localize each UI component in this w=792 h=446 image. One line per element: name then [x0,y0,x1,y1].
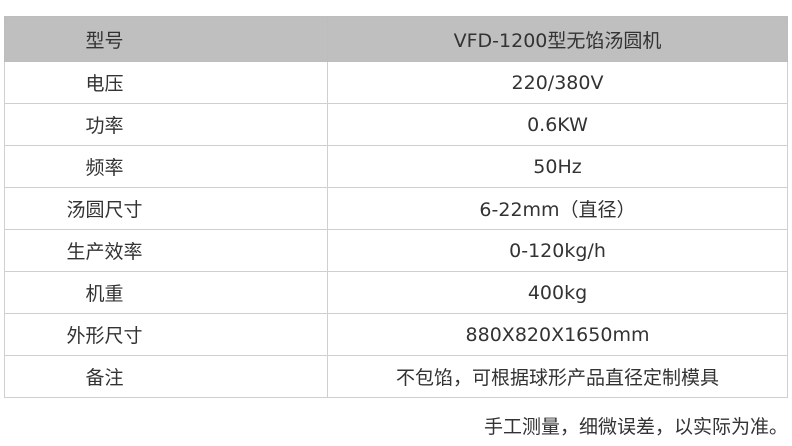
table-row: 汤圆尺寸 6-22mm（直径） [4,187,788,230]
spec-value: 0-120kg/h [327,229,788,272]
table-row: 频率 50Hz [4,145,788,188]
table-row: 备注 不包馅，可根据球形产品直径定制模具 [4,355,788,398]
spec-label: 频率 [4,145,328,188]
table-row: 生产效率 0-120kg/h [4,229,788,272]
spec-label: 型号 [4,16,328,62]
spec-value: 220/380V [327,61,788,104]
spec-table: 型号 VFD-1200型无馅汤圆机 电压 220/380V 功率 0.6KW 频率 50Hz 汤… [4,16,788,398]
spec-label: 机重 [4,271,328,314]
spec-label: 电压 [4,61,328,104]
spec-label: 汤圆尺寸 [4,187,328,230]
spec-value: VFD-1200型无馅汤圆机 [327,16,788,62]
spec-value: 不包馅，可根据球形产品直径定制模具 [327,355,788,398]
spec-value: 6-22mm（直径） [327,187,788,230]
measurement-note: 手工测量，细微误差，以实际为准。 [483,416,788,438]
spec-value: 400kg [327,271,788,314]
spec-label: 外形尺寸 [4,313,328,356]
spec-value: 50Hz [327,145,788,188]
table-header-row: 型号 VFD-1200型无馅汤圆机 [4,16,788,62]
table-row: 电压 220/380V [4,61,788,104]
table-row: 功率 0.6KW [4,103,788,146]
table-row: 机重 400kg [4,271,788,314]
spec-label: 生产效率 [4,229,328,272]
table-row: 外形尺寸 880X820X1650mm [4,313,788,356]
spec-label: 功率 [4,103,328,146]
spec-value: 0.6KW [327,103,788,146]
spec-label: 备注 [4,355,328,398]
spec-value: 880X820X1650mm [327,313,788,356]
